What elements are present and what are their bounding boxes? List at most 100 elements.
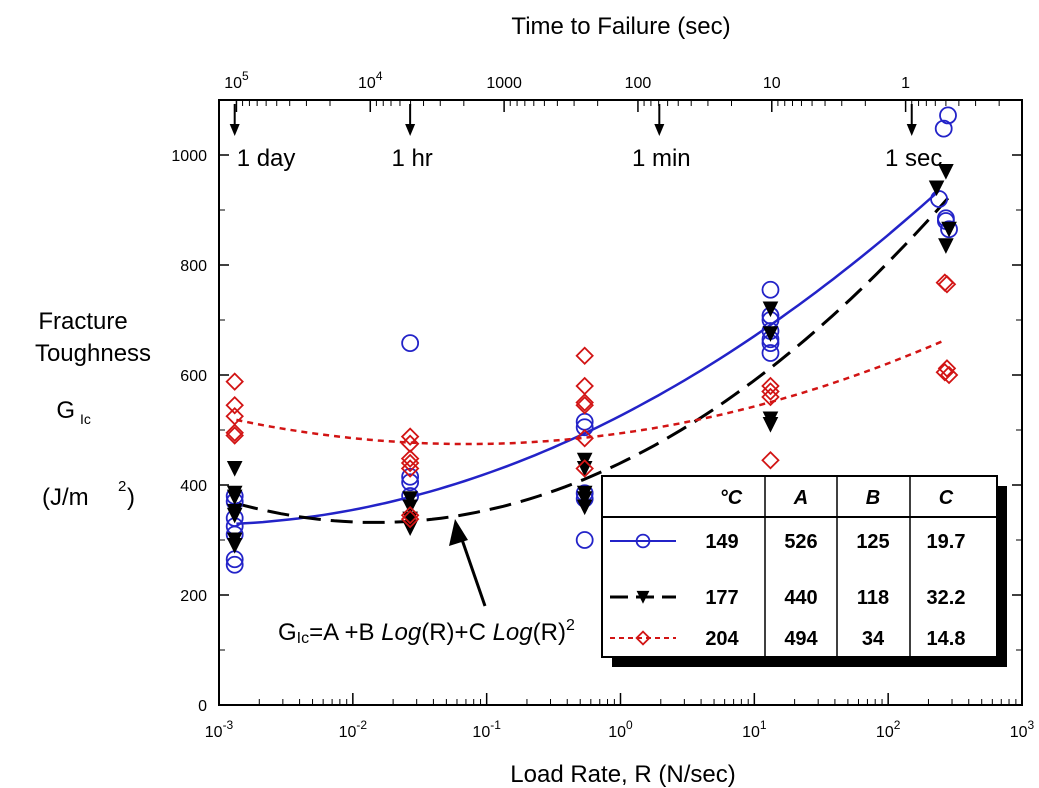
time-marker-label: 1 min <box>632 145 691 172</box>
time-marker-arrow-head <box>229 124 240 136</box>
data-point-177 <box>576 461 593 477</box>
data-point-149 <box>761 280 780 299</box>
x-tick-label: 10-3 <box>205 718 234 741</box>
data-point-204 <box>400 427 420 446</box>
table-cell-c: 19.7 <box>927 531 966 553</box>
data-point-149 <box>575 418 594 437</box>
data-point-177 <box>402 491 418 507</box>
data-point-177 <box>941 221 957 238</box>
x-tick-label: 101 <box>742 718 767 741</box>
y-axis-label-line1: Fracture <box>38 308 127 335</box>
table-cell-temp: 177 <box>705 587 738 609</box>
data-point-204 <box>937 359 957 378</box>
equation-subscript: Ic <box>297 630 309 647</box>
table-legend-marker-204 <box>635 630 651 646</box>
equation-log1: Log <box>381 619 422 646</box>
data-point-204 <box>575 428 594 448</box>
data-point-177 <box>938 238 954 254</box>
chart-title: Time to Failure (sec) <box>511 13 730 40</box>
data-point-204 <box>575 393 594 412</box>
top-tick-label: 1 <box>901 75 910 92</box>
y-axis-units: (J/m <box>42 484 89 511</box>
table-cell-a: 494 <box>784 628 818 650</box>
y-axis-units-close: ) <box>127 484 135 511</box>
table-header-temp: °C <box>720 487 743 509</box>
equation-arrow-head <box>449 519 468 546</box>
equation-log2: Log <box>493 619 534 646</box>
table-rows: 149 526 125 19.7 177 440 118 32.2 204 494 34 14.8 <box>610 531 965 650</box>
table-cell-c: 14.8 <box>927 628 966 650</box>
data-point-204 <box>225 423 244 443</box>
table-cell-a: 440 <box>784 587 817 609</box>
table-cell-temp: 149 <box>705 531 738 553</box>
data-point-204 <box>575 376 594 396</box>
y-axis-symbol-subscript: Ic <box>80 411 91 427</box>
time-marker-arrow-head <box>654 124 665 136</box>
data-point-149 <box>401 473 420 492</box>
data-point-149 <box>401 334 420 353</box>
data-point-204 <box>575 395 594 415</box>
data-point-177 <box>226 489 243 506</box>
data-point-177 <box>226 538 243 554</box>
y-axis-units-superscript: 2 <box>118 478 126 495</box>
top-tick-label: 1000 <box>486 75 522 92</box>
table-cell-b: 34 <box>862 628 885 650</box>
data-point-204 <box>400 453 420 473</box>
coefficient-table: °C A B C 149 526 125 19.7 177 440 118 32.2 204 49… <box>601 475 1007 667</box>
data-point-204 <box>400 449 420 468</box>
time-marker-arrow-head <box>906 124 917 136</box>
equation-superscript: 2 <box>566 617 575 634</box>
equation-part1: =A +B <box>309 619 381 646</box>
y-tick-label: 600 <box>180 368 207 385</box>
x-tick-label: 103 <box>1010 718 1035 741</box>
equation-part3: (R) <box>533 619 566 646</box>
data-point-204 <box>761 376 780 396</box>
data-points <box>225 106 959 574</box>
table-cell-temp: 204 <box>705 628 739 650</box>
data-point-177 <box>226 461 243 477</box>
equation-lhs: G <box>278 619 297 646</box>
fit-curves <box>236 189 950 526</box>
x-tick-label: 10-2 <box>339 718 368 741</box>
y-tick-label: 200 <box>180 588 207 605</box>
y-tick-label: 400 <box>180 478 207 495</box>
table-header-c: C <box>939 487 954 509</box>
table-cell-c: 32.2 <box>927 587 966 609</box>
data-point-204 <box>400 509 420 529</box>
data-point-177 <box>762 301 779 318</box>
data-point-149 <box>930 190 948 208</box>
data-point-149 <box>939 106 957 125</box>
data-point-149 <box>934 119 953 138</box>
fit-curve-177 <box>236 197 950 524</box>
data-point-149 <box>761 344 780 362</box>
data-point-204 <box>400 459 420 478</box>
top-tick-label: 104 <box>358 69 383 92</box>
data-point-204 <box>225 395 244 415</box>
time-marker-label: 1 hr <box>391 145 432 172</box>
x-tick-label: 10-1 <box>472 718 501 741</box>
table-header-b: B <box>866 487 880 509</box>
data-point-177 <box>928 180 945 197</box>
data-point-177 <box>576 499 593 516</box>
data-point-204 <box>400 505 420 525</box>
axis-ticks: 10-3 10-2 10-1 100 101 102 1030200400600800100… <box>171 69 1034 741</box>
table-cell-b: 125 <box>856 531 889 553</box>
data-point-204 <box>225 372 244 391</box>
time-marker-label: 1 sec <box>885 145 942 172</box>
y-tick-label: 1000 <box>171 148 207 165</box>
x-tick-label: 102 <box>876 718 901 741</box>
equation-part2: (R)+C <box>421 619 492 646</box>
table-body <box>601 475 998 658</box>
fit-curve-149 <box>236 189 940 526</box>
data-point-204 <box>761 382 780 401</box>
data-point-204 <box>225 426 244 445</box>
top-tick-label: 105 <box>224 69 249 92</box>
data-point-177 <box>938 164 954 180</box>
table-legend-marker-177 <box>636 590 650 604</box>
data-point-204 <box>575 346 594 366</box>
time-markers: 1 day 1 hr 1 min 1 sec <box>229 104 942 172</box>
top-tick-label: 100 <box>625 75 652 92</box>
y-tick-label: 0 <box>198 698 207 715</box>
data-point-177 <box>762 417 779 433</box>
